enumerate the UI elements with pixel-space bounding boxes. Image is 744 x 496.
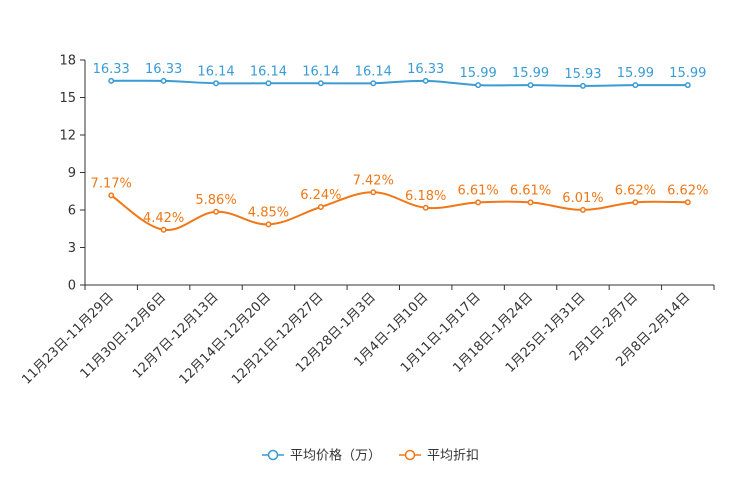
series-1-point xyxy=(580,82,586,89)
series-2-point xyxy=(422,204,429,211)
series-1-data-label: 16.33 xyxy=(93,62,130,77)
legend-label-1: 平均价格（万） xyxy=(290,448,381,464)
x-tick-label: 12月14日-12月20日 xyxy=(177,290,274,387)
legend-label-2: 平均折扣 xyxy=(427,449,479,464)
series-2-point xyxy=(527,199,534,206)
x-tick-label: 11月23日-11月29日 xyxy=(19,290,116,387)
series-1-point xyxy=(213,80,219,87)
y-tick-label: 12 xyxy=(59,129,76,144)
series-1-data-label: 15.99 xyxy=(669,66,706,81)
legend-marker-2 xyxy=(404,449,416,461)
series-1-point xyxy=(370,80,377,87)
y-tick-label: 9 xyxy=(68,166,76,181)
series-1-data-label: 16.14 xyxy=(302,64,339,79)
series-1-point xyxy=(317,80,324,87)
series-2-data-label: 4.42% xyxy=(143,211,184,226)
series-1-data-label: 15.99 xyxy=(512,66,549,81)
series-1-data-label: 16.33 xyxy=(407,62,444,77)
y-tick-label: 15 xyxy=(59,91,76,106)
series-2-point xyxy=(160,226,167,233)
series-1-point xyxy=(632,82,639,89)
series-line-1 xyxy=(111,79,688,87)
series-2-data-label: 5.86% xyxy=(195,193,236,208)
series-1-point xyxy=(422,77,429,84)
series-1-point xyxy=(684,82,691,89)
series-2-data-label: 6.62% xyxy=(667,183,708,198)
series-2-data-label: 6.18% xyxy=(405,189,446,204)
series-2-data-label: 6.61% xyxy=(510,183,551,198)
series-1-data-label: 16.14 xyxy=(250,64,287,79)
series-2-data-label: 4.85% xyxy=(248,205,289,220)
y-tick-label: 18 xyxy=(59,54,76,69)
series-2-point xyxy=(108,192,115,199)
series-2-data-label: 7.17% xyxy=(91,176,132,191)
series-1-data-label: 15.99 xyxy=(617,66,654,81)
series-2-point xyxy=(632,199,639,206)
y-tick-label: 3 xyxy=(68,241,76,256)
series-1-data-label: 16.33 xyxy=(145,62,182,77)
series-line-2 xyxy=(110,191,688,231)
series-2-point xyxy=(265,221,272,228)
series-2-data-label: 7.42% xyxy=(353,173,394,188)
y-tick-label: 0 xyxy=(68,279,76,294)
series-1-point xyxy=(160,77,167,84)
series-2-point xyxy=(475,199,482,206)
series-2-point xyxy=(370,189,377,196)
series-1-data-label: 16.14 xyxy=(355,64,392,79)
series-1-data-label: 15.99 xyxy=(460,66,497,81)
series-2-data-label: 6.62% xyxy=(615,183,656,198)
series-2-data-label: 6.24% xyxy=(300,188,341,203)
series-1-point xyxy=(265,80,272,87)
legend-marker-1 xyxy=(267,449,279,461)
series-2-point xyxy=(213,208,219,215)
series-1-point xyxy=(108,77,115,84)
series-1-point xyxy=(527,82,534,89)
series-1-data-label: 16.14 xyxy=(197,64,234,79)
y-tick-label: 6 xyxy=(68,204,76,219)
series-1-point xyxy=(475,82,482,89)
series-2-point xyxy=(580,206,586,213)
series-2-point xyxy=(684,199,691,206)
series-2-data-label: 6.01% xyxy=(562,191,603,206)
series-2-data-label: 6.61% xyxy=(457,183,498,198)
series-2-point xyxy=(317,204,324,210)
series-1-data-label: 15.93 xyxy=(564,67,601,82)
x-tick-label: 12月21日-12月27日 xyxy=(229,290,326,387)
